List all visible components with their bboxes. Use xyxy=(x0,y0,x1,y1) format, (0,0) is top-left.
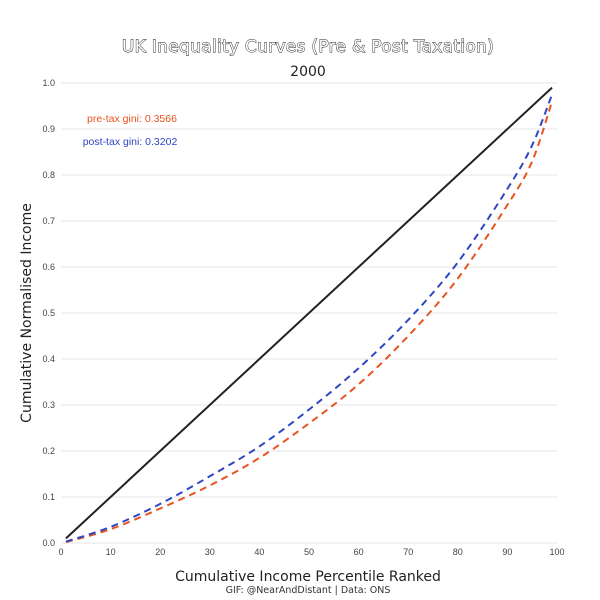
x-tick-label: 50 xyxy=(304,547,314,557)
x-tick-label: 0 xyxy=(58,547,63,557)
y-tick-label: 0.7 xyxy=(42,216,55,226)
y-tick-labels: 0.0 0.1 0.2 0.3 0.4 0.5 0.6 0.7 0.8 0.9 1.0 xyxy=(42,78,55,548)
x-tick-label: 20 xyxy=(155,547,165,557)
y-tick-label: 0.9 xyxy=(42,124,55,134)
y-tick-label: 0.5 xyxy=(42,308,55,318)
post-tax-curve xyxy=(65,94,553,543)
y-tick-label: 1.0 xyxy=(42,78,55,88)
x-tick-label: 60 xyxy=(354,547,364,557)
y-tick-label: 0.1 xyxy=(42,492,55,502)
y-tick-label: 0.2 xyxy=(42,446,55,456)
credit-line: GIF: @NearAndDistant | Data: ONS xyxy=(226,585,391,596)
series-lines xyxy=(65,86,553,544)
x-tick-label: 40 xyxy=(254,547,264,557)
pre-tax-gini-label: pre-tax gini: 0.3566 xyxy=(87,113,177,125)
y-axis-title: Cumulative Normalised Income xyxy=(19,203,35,423)
post-tax-gini-label: post-tax gini: 0.3202 xyxy=(83,136,178,148)
chart-subtitle: 2000 xyxy=(290,64,326,80)
y-tick-label: 0.6 xyxy=(42,262,55,272)
x-tick-labels: 0 10 20 30 40 50 60 70 80 90 100 xyxy=(58,547,564,557)
x-axis-title: Cumulative Income Percentile Ranked xyxy=(175,569,441,585)
x-tick-label: 100 xyxy=(549,547,564,557)
x-tick-label: 10 xyxy=(106,547,116,557)
y-tick-label: 0.0 xyxy=(42,538,55,548)
x-tick-label: 30 xyxy=(205,547,215,557)
x-tick-label: 90 xyxy=(502,547,512,557)
chart-title: UK Inequality Curves (Pre & Post Taxatio… xyxy=(122,37,494,57)
y-tick-label: 0.3 xyxy=(42,400,55,410)
pre-tax-curve xyxy=(65,101,553,544)
x-tick-label: 80 xyxy=(453,547,463,557)
x-tick-label: 70 xyxy=(403,547,413,557)
y-tick-label: 0.8 xyxy=(42,170,55,180)
y-tick-label: 0.4 xyxy=(42,354,55,364)
equality-line xyxy=(65,86,553,540)
